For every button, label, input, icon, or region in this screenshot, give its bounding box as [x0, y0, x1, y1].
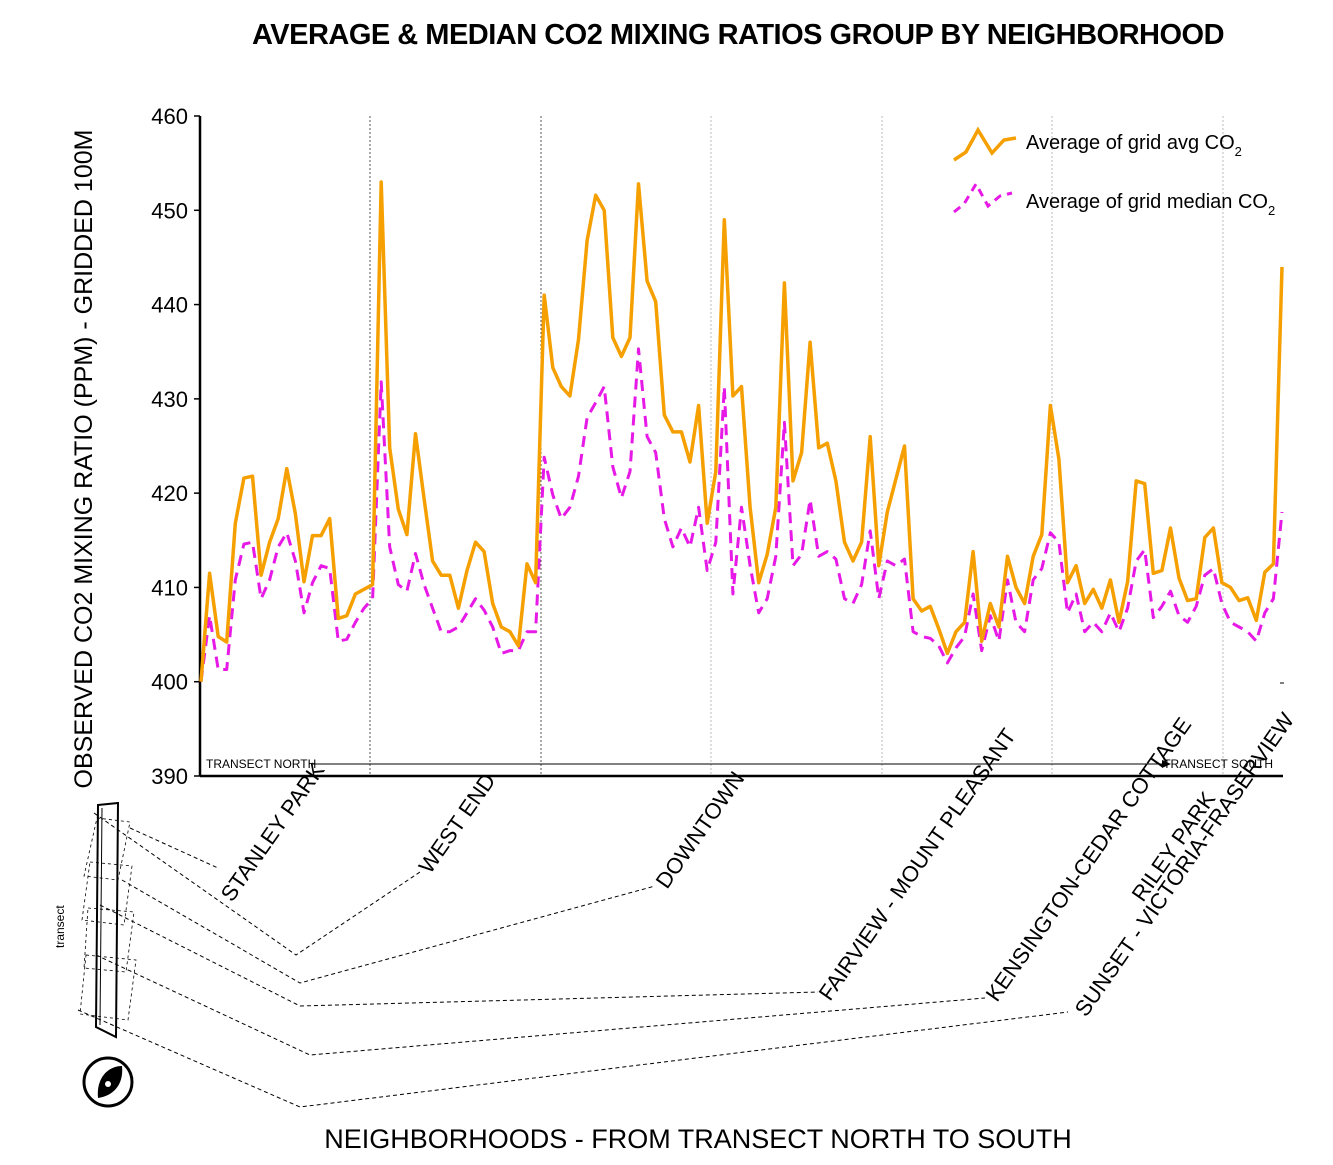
leader-fairview [99, 904, 819, 1007]
y-tick-label: 460 [151, 104, 188, 129]
transect-south-label: TRANSECT SOUTH [1163, 757, 1273, 771]
y-tick-label: 400 [151, 670, 188, 695]
series-line-average [199, 180, 1284, 682]
y-axis-ticks: 390 400 410 420 430 440 450 460 [151, 104, 200, 789]
neighborhood-label-stanley-park: STANLEY PARK [216, 758, 330, 906]
y-tick-label: 410 [151, 575, 188, 600]
chart-title: AVERAGE & MEDIAN CO2 MIXING RATIOS GROUP… [252, 19, 1224, 51]
y-tick-label: 430 [151, 387, 188, 412]
neighborhood-label-downtown: DOWNTOWN [651, 767, 750, 893]
transect-inset-label: transect [53, 905, 67, 948]
y-tick-label: 440 [151, 293, 188, 318]
legend-subscript-median: 2 [1268, 203, 1275, 218]
legend-label-average: Average of grid avg CO [1026, 132, 1235, 154]
leader-sunset [77, 1009, 1069, 1108]
compass-icon [82, 1056, 134, 1108]
svg-text:Average of grid avg CO2: Average of grid avg CO2 [1026, 132, 1242, 159]
leader-stanley-park [129, 827, 219, 869]
legend-swatch-average [953, 126, 1017, 162]
legend: Average of grid avg CO2 Average of grid … [953, 126, 1275, 218]
transect-segments [79, 817, 137, 1021]
neighborhood-dividers [369, 116, 1224, 776]
transect-strip-inner [99, 807, 103, 1026]
y-tick-label: 450 [151, 198, 188, 223]
transect-north-label: TRANSECT NORTH [206, 757, 316, 771]
neighborhood-label-west-end: WEST END [414, 769, 501, 878]
neighborhood-label-sunset: SUNSET - VICTORIA-FRASERVIEW [1070, 708, 1300, 1021]
transect-strip [94, 801, 120, 1039]
neighborhood-label-fairview: FAIRVIEW - MOUNT PLEASANT [814, 724, 1021, 1005]
y-tick-label: 390 [151, 764, 188, 789]
series-line-median [199, 347, 1284, 682]
transect-arrow-head [1162, 760, 1171, 768]
leader-kensington [95, 954, 986, 1056]
leader-west-end [93, 812, 421, 956]
leader-downtown [121, 879, 656, 984]
svg-text:Average of grid median CO2: Average of grid median CO2 [1026, 191, 1275, 218]
y-axis-label: OBSERVED CO2 MIXING RATIO (PPM) - GRIDDE… [70, 130, 98, 789]
legend-label-median: Average of grid median CO [1026, 191, 1268, 213]
y-tick-label: 420 [151, 481, 188, 506]
legend-subscript-average: 2 [1235, 144, 1242, 159]
transect-inset: transect [53, 801, 137, 1039]
x-axis-label: NEIGHBORHOODS - FROM TRANSECT NORTH TO S… [324, 1124, 1072, 1154]
leader-lines [77, 812, 1069, 1108]
legend-swatch-median [953, 180, 1013, 214]
